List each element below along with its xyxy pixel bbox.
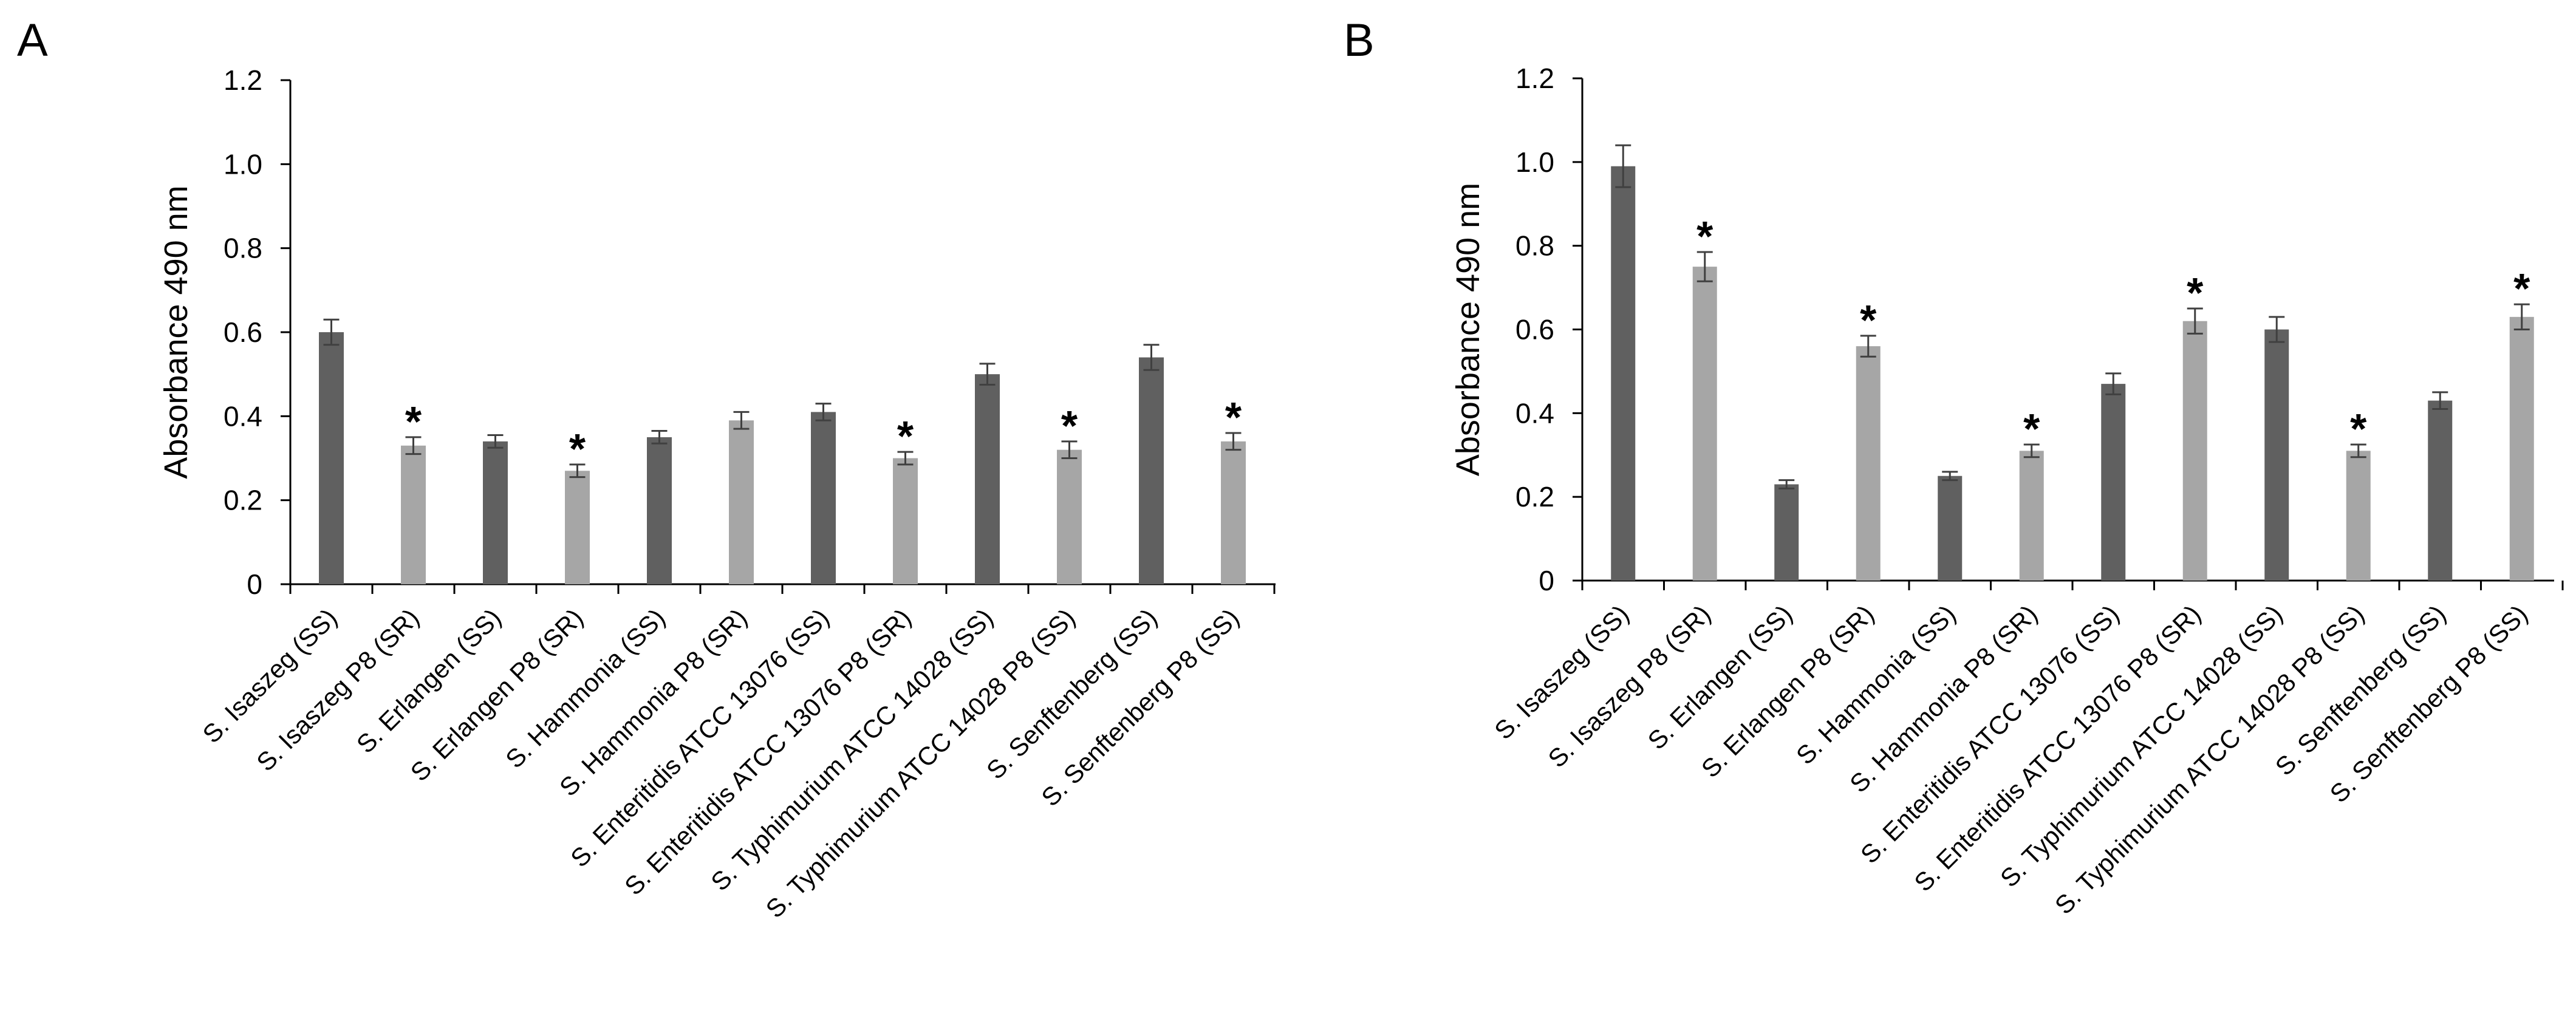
panel-a-bar — [1221, 441, 1246, 584]
panel-a-bar — [729, 420, 754, 584]
panel-a-error-bar — [569, 463, 586, 479]
panel-a-bar — [975, 374, 1000, 584]
panel-a-error-bar — [651, 430, 668, 445]
panel-a-category-label: S. Hammonia (SS) — [500, 603, 671, 774]
panel-a-error-bar — [487, 434, 504, 449]
panel-a-error-bar — [323, 318, 340, 346]
panel-a-category-label: S. Enteritidis ATCC 13076 P8 (SR) — [619, 603, 917, 901]
panel-b-bar — [2346, 451, 2371, 581]
panel-b: B 0 0.2 0.4 0.6 0.8 1.0 1.2 Absorbance 490 nm S. … — [1344, 15, 2564, 919]
panel-b-bar — [2101, 384, 2126, 581]
panel-b-error-bar — [1860, 335, 1876, 358]
panel-b-y-tick-label: 0.4 — [1515, 397, 1554, 429]
panel-b-category-label: S. Erlangen (SS) — [1642, 599, 1798, 755]
panel-a-bar — [319, 332, 344, 584]
panel-b-y-tick-label: 0.2 — [1515, 481, 1554, 513]
panel-b-bar — [1938, 476, 1963, 581]
panel-b-bar — [2264, 329, 2289, 581]
panel-a-category-label: S. Erlangen (SS) — [351, 603, 507, 759]
panel-b-bar — [2019, 451, 2044, 581]
panel-b-category-label: S. Typhimurium ATCC 14028 P8 (SS) — [2049, 599, 2369, 919]
panel-a-error-bar — [405, 436, 422, 455]
panel-b-y-tick-label: 0.8 — [1515, 230, 1554, 262]
panel-a-error-bar — [979, 363, 996, 386]
panel-b-error-bar — [1942, 471, 1958, 482]
panel-a-error-bar — [1143, 344, 1160, 371]
panel-a-error-bar — [815, 403, 832, 421]
panel-b-error-bar — [2187, 307, 2203, 335]
panel-b-bar — [1611, 166, 1636, 581]
panel-a-bar — [647, 437, 672, 584]
panel-a-significance-marker: * — [569, 425, 586, 472]
panel-a-error-bar — [897, 451, 914, 466]
panel-a-bar — [1139, 357, 1164, 584]
panel-b-error-bar — [2105, 372, 2122, 395]
panel-b-category-label: S. Enteritidis ATCC 13076 P8 (SR) — [1908, 599, 2206, 897]
panel-a-y-tick-label: 0.8 — [224, 233, 262, 264]
panel-b-bar — [2428, 400, 2453, 581]
panel-b-significance-marker: * — [2023, 405, 2040, 452]
panel-a-bar — [893, 458, 918, 584]
panel-a-y-axis-title: Absorbance 490 nm — [158, 185, 194, 479]
panel-a-error-bar — [1061, 440, 1078, 459]
panel-a-significance-marker: * — [1225, 394, 1242, 441]
panel-a-y-tick-label: 0.2 — [224, 485, 262, 516]
panel-b-error-bar — [2023, 443, 2040, 459]
panel-b-y-axis-title: Absorbance 490 nm — [1450, 183, 1486, 476]
panel-a-y-tick-label: 0 — [247, 568, 262, 600]
panel-b-bar — [1692, 267, 1717, 581]
panel-a-error-bar — [1225, 432, 1242, 451]
panel-b-error-bar — [2269, 316, 2285, 343]
panel-b-bar — [2509, 316, 2534, 581]
panel-b-error-bar — [1778, 479, 1795, 489]
panel-b-bar — [2182, 321, 2207, 581]
panel-b-error-bar — [2432, 391, 2448, 410]
panel-a-bar — [565, 471, 590, 584]
panel-a-bar — [401, 445, 426, 584]
panel-b-error-bar — [1696, 251, 1713, 282]
panel-b-error-bar — [2513, 303, 2530, 330]
panel-b-significance-marker: * — [2187, 269, 2204, 316]
panel-a-bar — [483, 441, 508, 584]
panel-b-error-bar — [1615, 144, 1631, 188]
panel-a-significance-marker: * — [897, 412, 914, 460]
panel-a-bar — [811, 412, 836, 584]
panel-b-letter: B — [1344, 15, 1375, 66]
panel-a: A 0 0.2 0.4 0.6 0.8 1.0 1.2 Absorbance 490 nm S. … — [17, 15, 1276, 923]
panel-a-y-tick-label: 0.6 — [224, 316, 262, 348]
panel-b-significance-marker: * — [1860, 296, 1877, 344]
panel-b-category-label: S. Hammonia (SS) — [1791, 599, 1961, 770]
panel-a-significance-marker: * — [405, 398, 422, 445]
panel-a-letter: A — [17, 15, 48, 66]
panel-a-y-tick-label: 0.4 — [224, 400, 262, 432]
panel-b-bar — [1856, 346, 1881, 581]
panel-a-error-bar — [733, 411, 750, 430]
panel-b-y-tick-label: 1.2 — [1515, 63, 1554, 94]
panel-b-y-tick-label: 1.0 — [1515, 146, 1554, 178]
panel-b-significance-marker: * — [1696, 213, 1713, 260]
panel-a-category-label: S. Isaszeg P8 (SR) — [251, 603, 425, 777]
panel-b-y-tick-label: 0.6 — [1515, 314, 1554, 346]
panel-b-bar — [1774, 484, 1799, 581]
panel-a-bar — [1057, 449, 1082, 584]
panel-b-significance-marker: * — [2513, 265, 2530, 312]
panel-a-category-label: S. Typhimurium ATCC 14028 P8 (SS) — [760, 603, 1081, 923]
panel-a-significance-marker: * — [1061, 402, 1078, 449]
panel-b-y-tick-label: 0 — [1539, 565, 1554, 596]
panel-a-y-tick-label: 1.2 — [224, 64, 262, 96]
panel-a-y-tick-label: 1.0 — [224, 148, 262, 180]
panel-b-error-bar — [2350, 443, 2366, 459]
panel-b-significance-marker: * — [2350, 405, 2367, 452]
